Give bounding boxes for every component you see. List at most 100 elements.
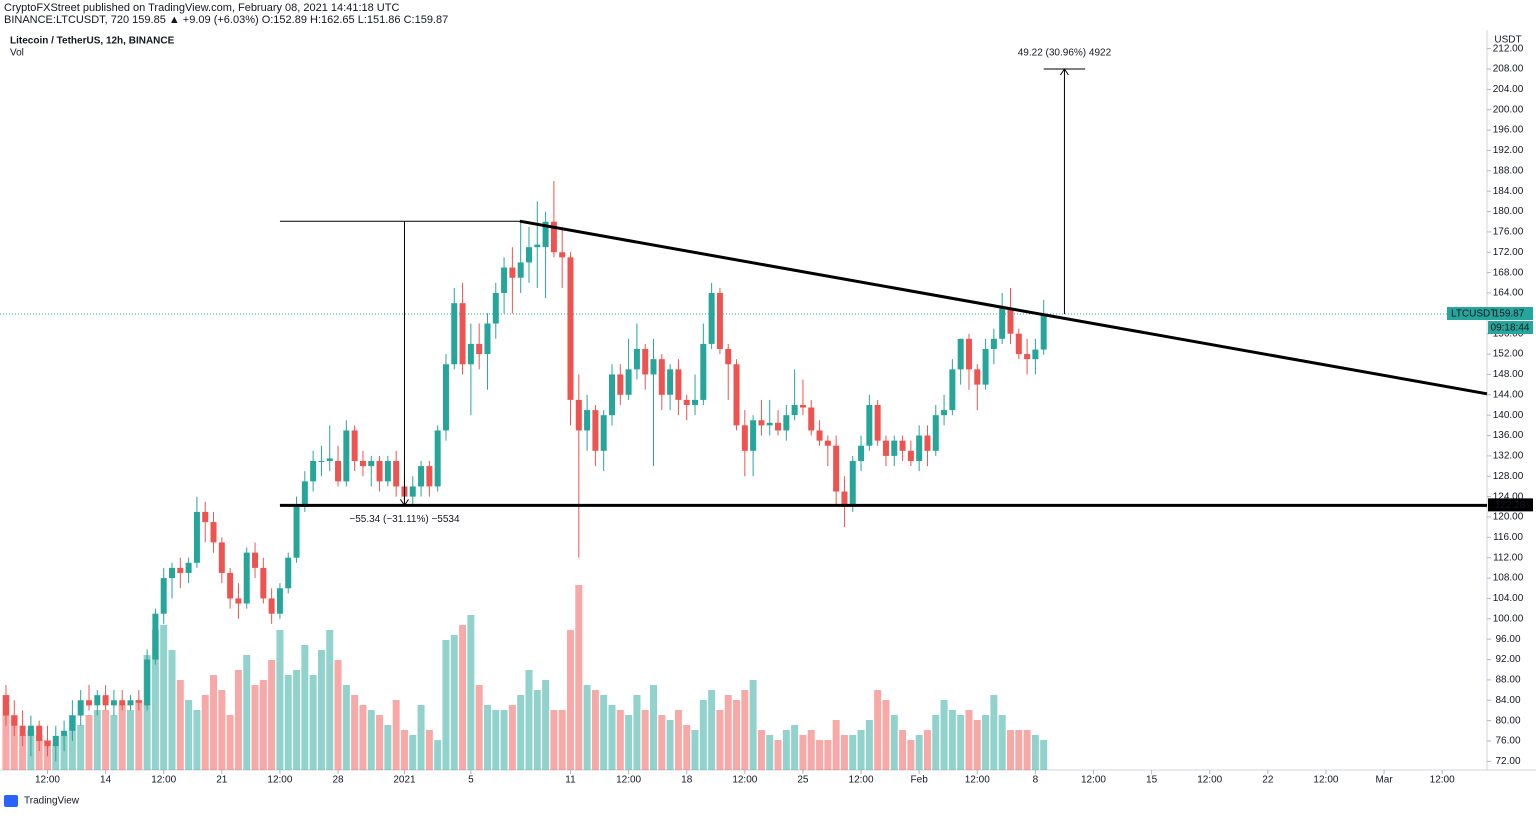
volume-bar bbox=[749, 680, 757, 770]
volume-bar bbox=[641, 710, 649, 770]
volume-bar bbox=[899, 730, 907, 770]
y-tick-label: 196.00 bbox=[1493, 125, 1524, 136]
volume-bar bbox=[226, 715, 234, 770]
x-tick-label: 14 bbox=[100, 775, 112, 786]
x-tick-label: 12:00 bbox=[616, 775, 641, 786]
candle-body bbox=[949, 369, 956, 411]
x-tick-label: 18 bbox=[681, 775, 693, 786]
candle-body bbox=[916, 435, 923, 461]
candle-body bbox=[758, 420, 765, 426]
candle-body bbox=[658, 359, 665, 395]
candle-body bbox=[19, 725, 26, 736]
candle-body bbox=[775, 422, 782, 431]
candle-body bbox=[384, 460, 391, 482]
candle-body bbox=[210, 522, 217, 543]
x-tick-label: 12:00 bbox=[849, 775, 874, 786]
candle-body bbox=[675, 369, 682, 400]
volume-bar bbox=[508, 705, 516, 770]
x-tick-label: 21 bbox=[216, 775, 228, 786]
volume-bar bbox=[135, 700, 143, 770]
x-tick-label: 12:00 bbox=[267, 775, 292, 786]
volume-bar bbox=[625, 715, 633, 770]
volume-bar bbox=[957, 715, 965, 770]
x-tick-label: Mar bbox=[1375, 775, 1393, 786]
volume-bar bbox=[317, 650, 325, 770]
volume-bar bbox=[168, 650, 176, 770]
volume-bar bbox=[334, 660, 342, 770]
candle-body bbox=[501, 267, 508, 293]
volume-bar bbox=[699, 700, 707, 770]
candle-body bbox=[716, 292, 723, 349]
candle-body bbox=[700, 343, 707, 400]
candle-body bbox=[891, 440, 898, 456]
candle-body bbox=[426, 466, 433, 487]
volume-bar bbox=[816, 740, 824, 770]
candle-body bbox=[268, 598, 275, 614]
candle-body bbox=[459, 303, 466, 365]
y-tick-label: 104.00 bbox=[1493, 593, 1524, 604]
candle-body bbox=[824, 440, 831, 446]
volume-bar bbox=[234, 670, 242, 770]
volume-bar bbox=[741, 690, 749, 770]
candle-body bbox=[766, 422, 773, 426]
candle-body bbox=[318, 460, 325, 462]
volume-bar bbox=[890, 715, 898, 770]
volume-bar bbox=[467, 615, 475, 770]
candle-body bbox=[841, 491, 848, 507]
volume-bar bbox=[616, 710, 624, 770]
volume-bar bbox=[309, 675, 317, 770]
volume-bar bbox=[658, 715, 666, 770]
y-tick-label: 204.00 bbox=[1493, 84, 1524, 95]
candle-body bbox=[285, 557, 292, 589]
volume-bar bbox=[400, 730, 408, 770]
y-tick-label: 136.00 bbox=[1493, 430, 1524, 441]
candle-body bbox=[1040, 314, 1047, 350]
volume-bar bbox=[259, 680, 267, 770]
y-tick-label: 188.00 bbox=[1493, 165, 1524, 176]
y-tick-label: 76.00 bbox=[1495, 736, 1520, 747]
volume-bar bbox=[840, 735, 848, 770]
candle-body bbox=[750, 420, 757, 451]
volume-bar bbox=[733, 700, 741, 770]
x-tick-label: 12:00 bbox=[965, 775, 990, 786]
x-tick-label: 22 bbox=[1262, 775, 1274, 786]
candle-body bbox=[633, 348, 640, 370]
candle-body bbox=[982, 348, 989, 385]
volume-bar bbox=[832, 720, 840, 770]
candle-body bbox=[127, 700, 134, 706]
y-tick-label: 132.00 bbox=[1493, 451, 1524, 462]
volume-bar bbox=[782, 730, 790, 770]
volume-bar bbox=[35, 735, 43, 770]
volume-bar bbox=[60, 735, 68, 770]
volume-bar bbox=[525, 670, 533, 770]
chart-title: Litecoin / TetherUS, 12h, BINANCE bbox=[10, 36, 175, 47]
x-tick-label: 28 bbox=[332, 775, 344, 786]
volume-bar bbox=[865, 720, 873, 770]
x-tick-label: 25 bbox=[797, 775, 809, 786]
candle-body bbox=[252, 552, 259, 568]
candle-body bbox=[924, 435, 931, 451]
x-tick-label: 5 bbox=[468, 775, 474, 786]
candle-body bbox=[990, 338, 997, 349]
volume-bar bbox=[442, 640, 450, 770]
candle-body bbox=[442, 364, 449, 431]
volume-bar bbox=[791, 725, 799, 770]
candle-body bbox=[227, 572, 234, 599]
volume-bar bbox=[774, 740, 782, 770]
candle-body bbox=[293, 506, 300, 558]
candle-body bbox=[119, 700, 126, 706]
volume-bar bbox=[766, 735, 774, 770]
volume-bar bbox=[351, 695, 359, 770]
volume-bar bbox=[724, 695, 732, 770]
volume-bar bbox=[359, 705, 367, 770]
volume-bar bbox=[367, 710, 375, 770]
volume-bar bbox=[118, 705, 126, 770]
candle-body bbox=[791, 404, 798, 416]
volume-bar bbox=[409, 735, 417, 770]
y-tick-label: 180.00 bbox=[1493, 206, 1524, 217]
support-box bbox=[1488, 498, 1533, 512]
volume-bar bbox=[932, 715, 940, 770]
candle-body bbox=[36, 725, 43, 741]
volume-bar bbox=[425, 730, 433, 770]
